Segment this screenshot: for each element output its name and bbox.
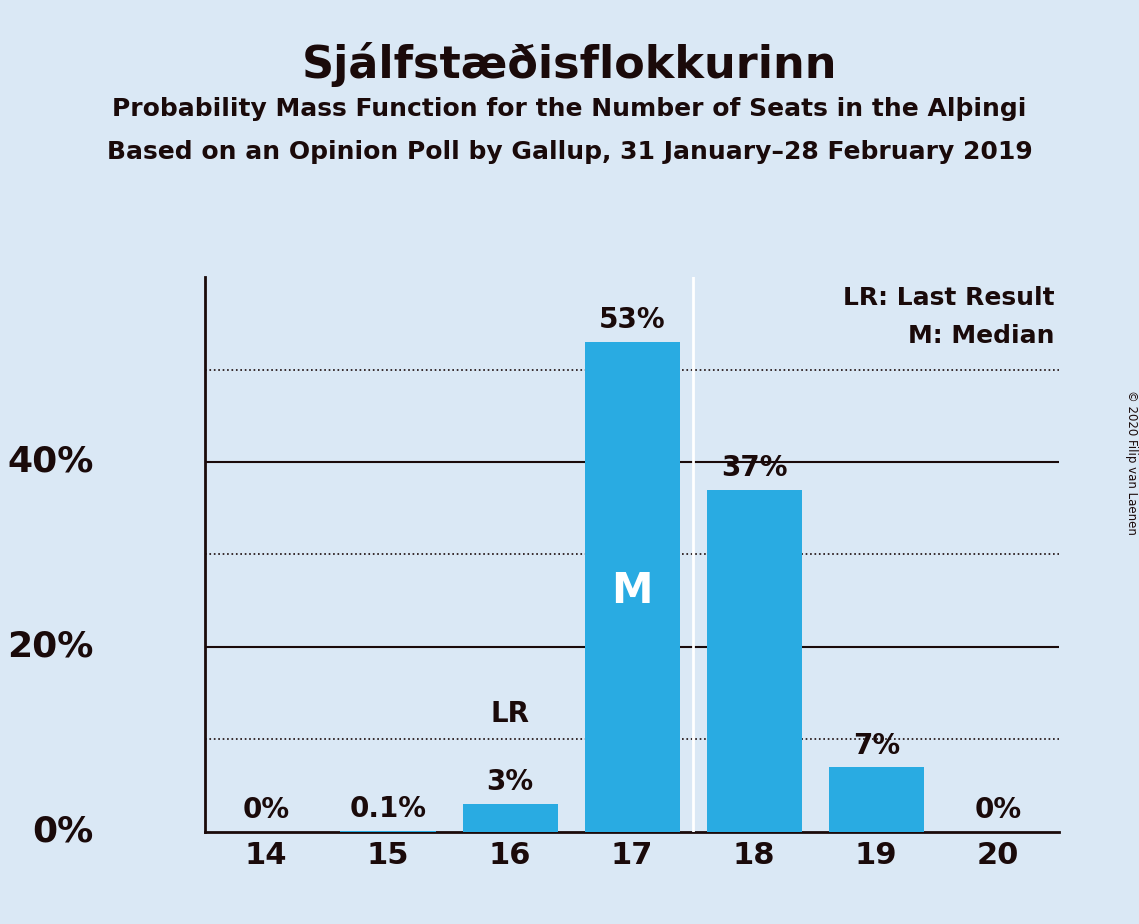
Bar [706,490,802,832]
Text: 7%: 7% [853,732,900,760]
Text: 0%: 0% [975,796,1022,824]
Text: Sjálfstæðisflokkurinn: Sjálfstæðisflokkurinn [302,42,837,87]
Text: 0.1%: 0.1% [350,796,427,823]
Text: 20%: 20% [8,630,93,663]
Bar [584,342,680,832]
Text: 53%: 53% [599,307,665,334]
Text: M: M [612,570,653,613]
Text: 0%: 0% [243,796,289,824]
Text: 0%: 0% [33,815,93,848]
Bar [462,804,558,832]
Text: 37%: 37% [721,455,787,482]
Text: Probability Mass Function for the Number of Seats in the Alþingi: Probability Mass Function for the Number… [113,97,1026,121]
Bar [341,831,435,832]
Text: © 2020 Filip van Laenen: © 2020 Filip van Laenen [1124,390,1138,534]
Text: LR: Last Result: LR: Last Result [843,286,1055,310]
Text: 3%: 3% [486,769,534,796]
Text: Based on an Opinion Poll by Gallup, 31 January–28 February 2019: Based on an Opinion Poll by Gallup, 31 J… [107,140,1032,164]
Text: LR: LR [491,700,530,728]
Text: M: Median: M: Median [909,324,1055,348]
Bar [828,767,924,832]
Text: 40%: 40% [8,445,93,479]
